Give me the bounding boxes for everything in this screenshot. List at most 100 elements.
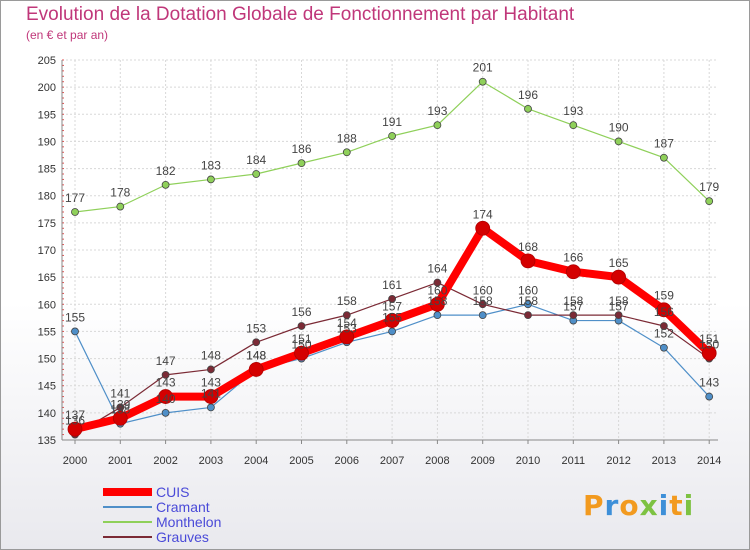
y-tick-label: 205 (38, 55, 56, 67)
y-tick-label: 140 (38, 408, 56, 420)
series-point-monthelon (569, 121, 578, 130)
series-point-monthelon (478, 77, 487, 86)
data-label-cuis: 157 (382, 300, 402, 314)
data-label-cramant: 153 (337, 321, 357, 335)
data-label-cuis: 166 (563, 251, 583, 265)
x-tick-label: 2006 (335, 455, 359, 467)
series-point-monthelon (388, 132, 397, 140)
series-point-cuis (158, 389, 174, 404)
y-tick-label: 180 (38, 191, 56, 203)
series-point-cramant (705, 392, 714, 401)
data-label-cramant: 148 (246, 348, 266, 362)
data-label-monthelon: 191 (382, 115, 402, 129)
x-tick-label: 2002 (153, 455, 177, 467)
series-point-monthelon (71, 208, 79, 216)
series-point-cuis (565, 264, 581, 280)
data-label-monthelon: 183 (201, 158, 221, 172)
data-label-monthelon: 177 (65, 191, 85, 205)
data-label-monthelon: 193 (563, 104, 583, 118)
series-point-cramant (161, 408, 170, 417)
y-tick-label: 200 (38, 82, 56, 94)
series-point-monthelon (705, 197, 714, 206)
data-label-grauves: 158 (563, 294, 583, 308)
data-label-grauves: 160 (473, 283, 493, 297)
series-point-cramant (388, 327, 397, 336)
data-label-cuis: 148 (246, 348, 266, 362)
series-point-cuis (67, 421, 83, 437)
proxiti-logo-letter: i (658, 489, 670, 522)
series-point-grauves (660, 322, 668, 330)
data-label-grauves: 164 (427, 262, 447, 276)
data-label-grauves: 158 (337, 294, 357, 308)
series-point-monthelon (206, 175, 215, 184)
y-tick-label: 185 (38, 164, 56, 176)
chart-title: Evolution de la Dotation Globale de Fonc… (26, 4, 575, 25)
data-label-cuis: 174 (473, 207, 493, 221)
data-label-cramant: 158 (473, 294, 493, 308)
series-point-cuis (112, 410, 128, 426)
data-label-cramant: 152 (654, 327, 674, 341)
series-point-cuis (611, 269, 626, 285)
data-label-monthelon: 188 (337, 131, 357, 145)
x-tick-label: 2010 (516, 455, 540, 467)
data-label-monthelon: 182 (156, 164, 176, 178)
data-label-cramant: 143 (699, 376, 719, 390)
x-tick-label: 2001 (108, 455, 132, 467)
series-point-grauves (297, 322, 306, 330)
series-point-monthelon (433, 121, 442, 130)
data-label-cramant: 157 (563, 300, 583, 314)
data-label-cuis: 143 (201, 376, 221, 390)
data-label-grauves: 147 (156, 354, 176, 368)
proxiti-logo: Proxiti (583, 489, 694, 522)
series-point-monthelon (660, 153, 668, 162)
legend-label-cuis: CUIS (156, 484, 189, 500)
data-label-grauves: 150 (699, 338, 719, 352)
data-label-grauves: 156 (291, 305, 311, 319)
x-tick-label: 2013 (652, 455, 676, 467)
series-point-grauves (569, 311, 578, 320)
data-label-monthelon: 193 (427, 104, 447, 118)
y-tick-label: 135 (38, 435, 56, 447)
data-label-grauves: 158 (609, 294, 629, 308)
data-label-cuis: 151 (291, 332, 311, 346)
data-label-cuis: 154 (337, 316, 357, 330)
y-tick-label: 170 (38, 245, 56, 257)
axes: 135 140 145 150 155 160 165 170 175 180 185 190 195 2… (38, 55, 722, 467)
series-point-cuis (294, 345, 309, 361)
series-point-grauves (161, 370, 170, 379)
proxiti-logo-letter: P (583, 489, 605, 522)
data-label-grauves: 156 (654, 305, 674, 319)
x-tick-label: 2000 (63, 455, 87, 467)
series-point-monthelon (161, 180, 170, 189)
series-point-cramant (433, 311, 442, 320)
data-label-grauves: 141 (110, 386, 130, 400)
x-tick-label: 2003 (199, 455, 223, 467)
x-tick-label: 2011 (561, 455, 585, 467)
grid-lines (62, 59, 718, 441)
proxiti-logo-letter: t (669, 489, 684, 522)
series-point-grauves (252, 338, 261, 347)
x-tick-label: 2005 (289, 455, 313, 467)
x-tick-label: 2014 (697, 455, 721, 467)
series-point-cuis (248, 362, 264, 377)
series-point-monthelon (297, 159, 306, 168)
proxiti-logo-letter: i (683, 489, 695, 522)
data-label-cramant: 157 (609, 300, 629, 314)
chart-subtitle: (en € et par an) (26, 28, 109, 42)
data-label-monthelon: 190 (609, 120, 629, 134)
data-label-monthelon: 179 (699, 180, 719, 194)
y-tick-label: 150 (38, 354, 56, 366)
series-point-cuis (203, 389, 219, 404)
series-point-cramant (206, 403, 215, 412)
x-tick-label: 2009 (470, 455, 494, 467)
y-tick-label: 195 (38, 109, 56, 121)
y-tick-label: 165 (38, 272, 56, 284)
series-point-cramant (660, 343, 668, 352)
proxiti-logo-letter: x (639, 489, 659, 522)
y-tick-label: 145 (38, 381, 56, 393)
data-label-monthelon: 196 (518, 88, 538, 102)
x-tick-label: 2004 (244, 455, 268, 467)
series-point-cramant (478, 311, 487, 320)
